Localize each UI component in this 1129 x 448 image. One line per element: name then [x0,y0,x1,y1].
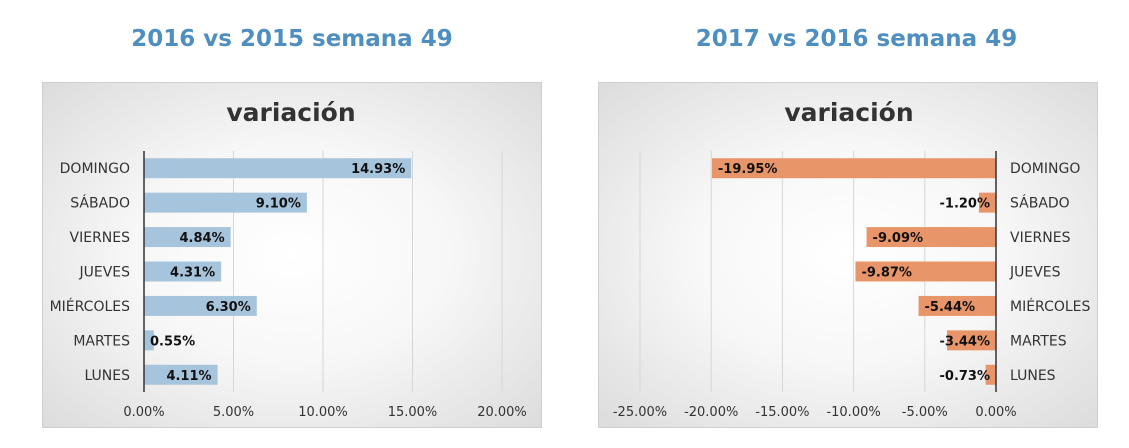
x-tick-label: -10.00% [826,405,880,420]
x-tick-label: 0.00% [975,405,1016,420]
bar [918,295,996,316]
x-tick-label: -5.00% [902,405,948,420]
data-label: -0.73% [940,369,991,384]
chart-panel-right: 2017 vs 2016 semana 49 variación -25.00% -… [584,0,1129,448]
bar [855,261,996,282]
data-label: -19.95% [718,162,778,177]
data-label: -9.87% [861,266,912,281]
bar [947,330,996,351]
category-label: MARTES [73,333,130,349]
bar [144,192,307,213]
category-label: DOMINGO [1010,161,1080,177]
data-label: -3.44% [940,334,991,349]
data-label: -1.20% [940,197,991,212]
x-tick-label: 20.00% [477,405,527,420]
bar [144,330,154,351]
bar [711,158,996,179]
bar-chart-right: variación -25.00% -20.00% -15.00% -10.00% -5.… [613,98,1091,420]
category-label: DOMINGO [60,161,130,177]
category-label: SÁBADO [1010,195,1070,212]
x-tick-label: 10.00% [298,405,348,420]
bar [144,158,412,179]
bar [144,261,222,282]
bar [978,192,996,213]
x-tick-label: 0.00% [123,405,164,420]
category-label: LUNES [1010,368,1056,384]
bar-chart-left: variación 0.00% 5.00% 10.00% 15.00% 20.00% DOM… [50,98,527,420]
data-label: -5.44% [925,300,976,315]
plot-area-right: variación -25.00% -20.00% -15.00% -10.00% -5.… [598,82,1098,428]
x-tick-label: -20.00% [684,405,738,420]
chart-heading-left: 2016 vs 2015 semana 49 [131,26,453,52]
category-label: VIERNES [70,230,131,246]
category-label: SÁBADO [70,195,130,212]
category-label: LUNES [84,368,130,384]
bar [985,364,996,385]
bar [866,227,996,248]
plot-area-left: variación 0.00% 5.00% 10.00% 15.00% 20.00% DOM… [42,82,542,428]
data-label: 4.11% [166,369,211,384]
chart-title: variación [784,98,913,127]
x-tick-label: -15.00% [755,405,809,420]
chart-heading-right: 2017 vs 2016 semana 49 [695,26,1018,52]
data-label: 0.55% [150,334,195,349]
bar [144,364,218,385]
x-tick-label: 15.00% [388,405,438,420]
data-label: 4.84% [180,231,225,246]
data-label: -9.09% [873,231,924,246]
data-label: 9.10% [256,197,301,212]
data-label: 6.30% [206,300,251,315]
bar [144,227,231,248]
category-label: JUEVES [1009,265,1061,281]
category-label: VIERNES [1010,230,1071,246]
category-label: MIÉRCOLES [50,298,131,315]
data-label: 4.31% [170,266,215,281]
bar [144,295,257,316]
category-label: MIÉRCOLES [1010,298,1091,315]
x-tick-label: -25.00% [613,405,667,420]
category-label: MARTES [1010,333,1067,349]
chart-title: variación [226,98,355,127]
data-label: 14.93% [351,162,405,177]
category-label: JUEVES [78,265,130,281]
chart-panel-left: 2016 vs 2015 semana 49 variación 0.00% 5.0… [42,26,542,428]
x-tick-label: 5.00% [213,405,254,420]
